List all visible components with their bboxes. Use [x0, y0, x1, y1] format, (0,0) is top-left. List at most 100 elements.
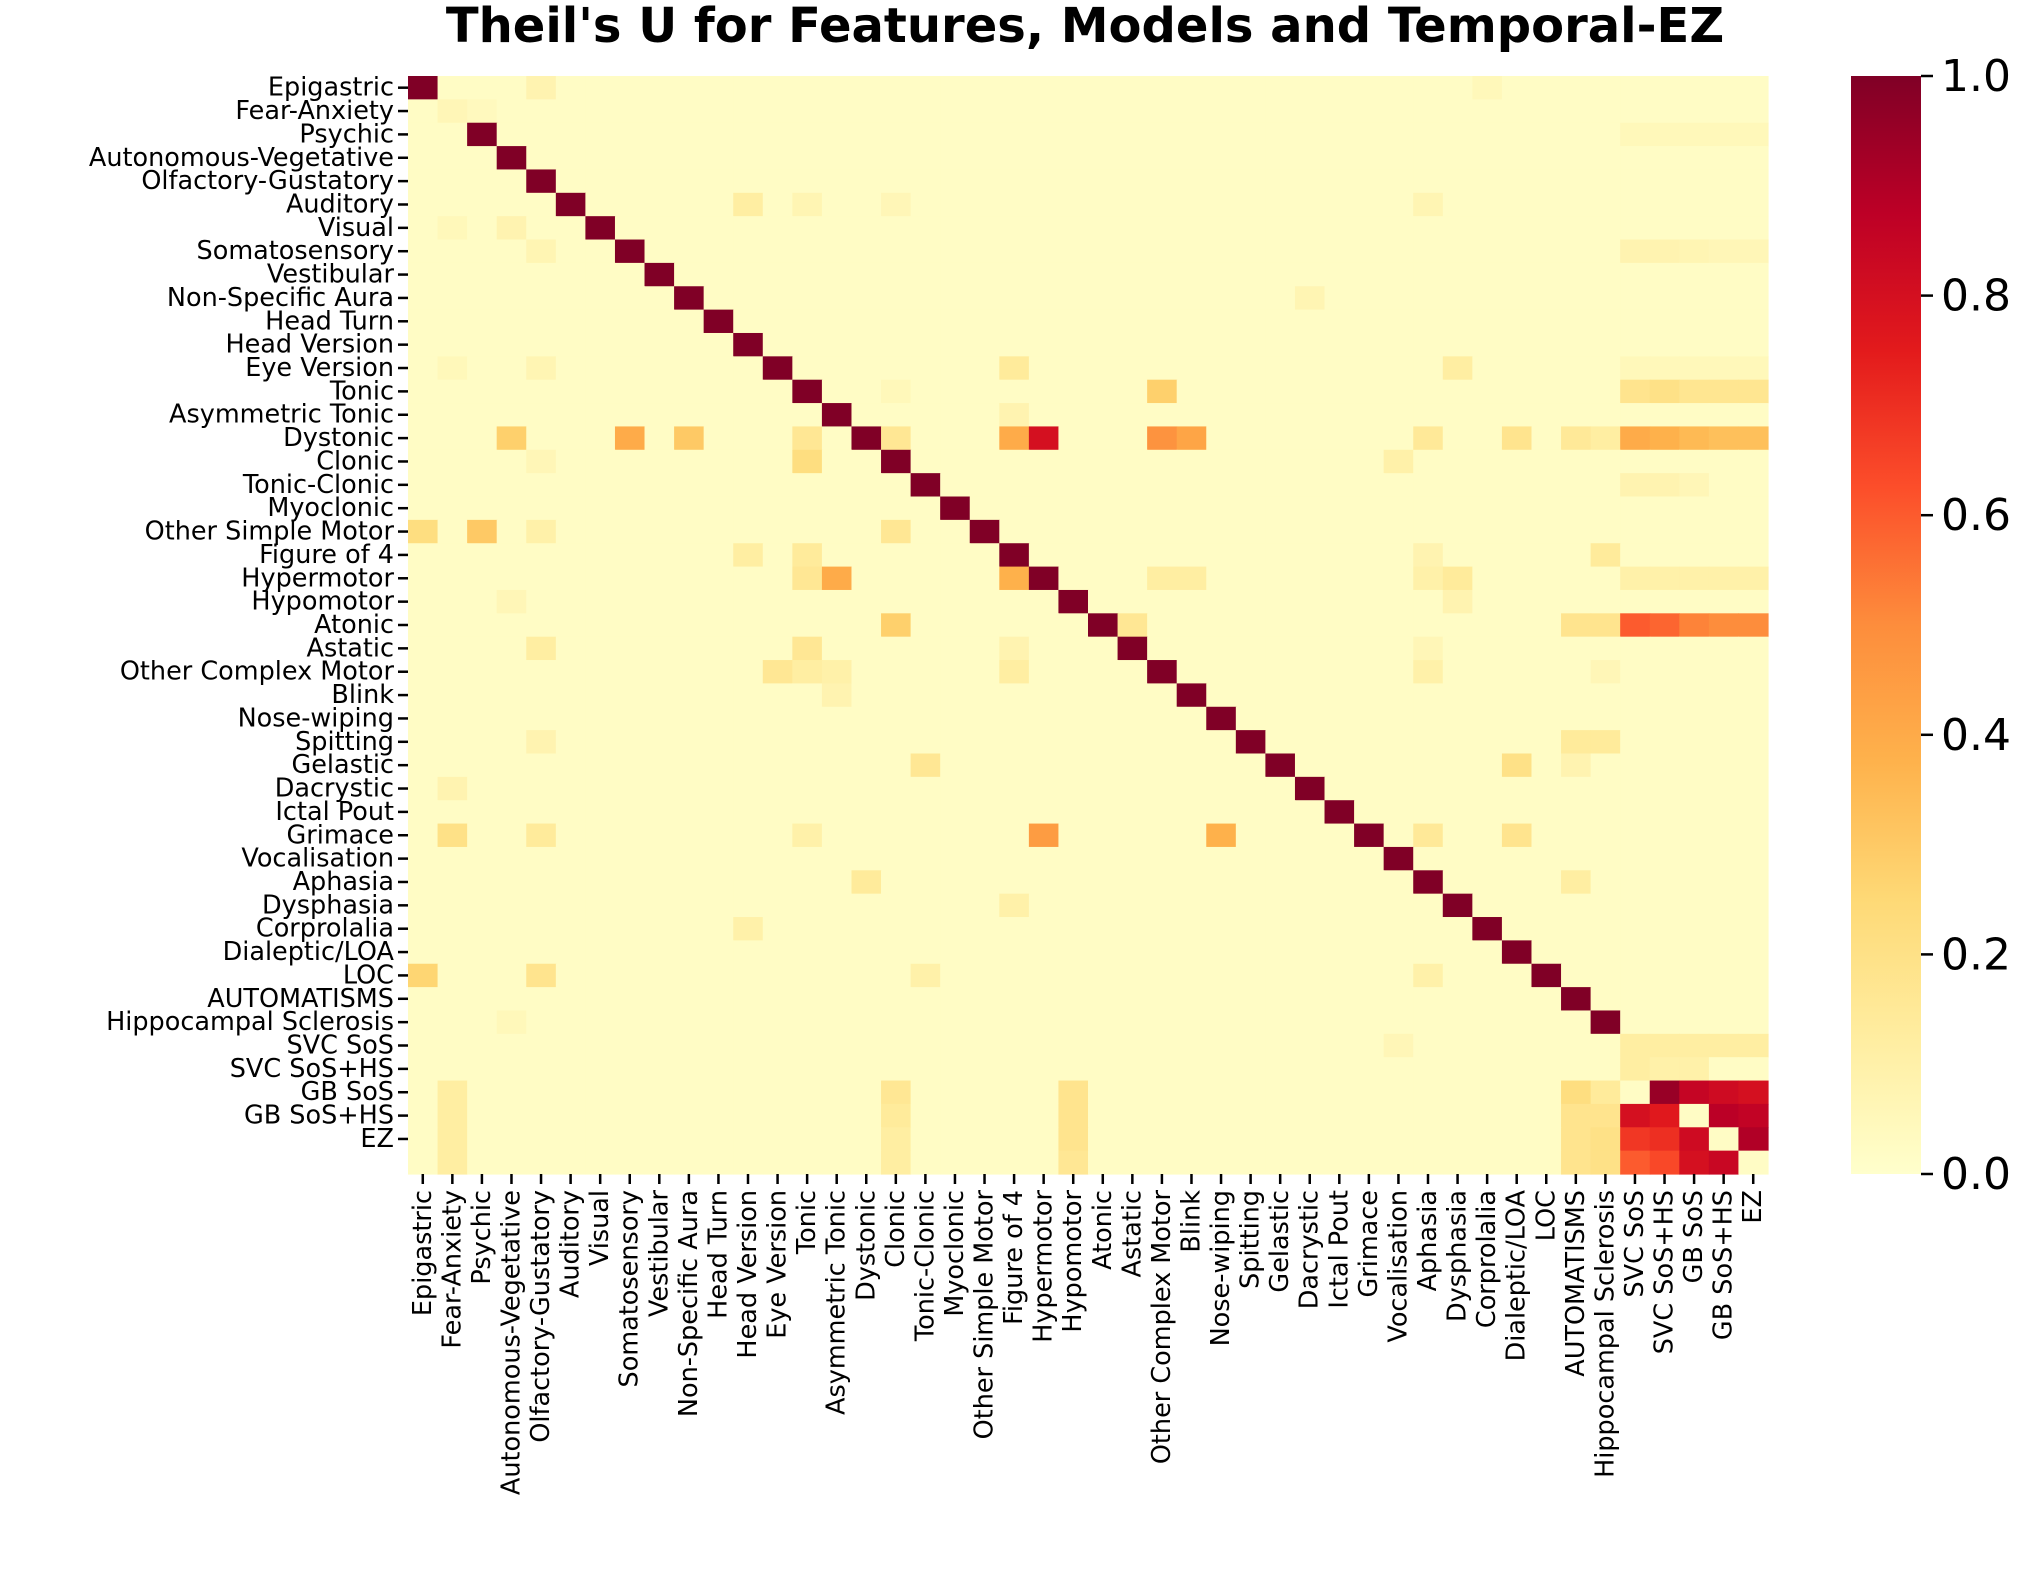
heatmap-cell [1117, 332, 1148, 357]
heatmap-cell [1738, 753, 1769, 778]
heatmap-cell [999, 332, 1030, 357]
heatmap-cell [1265, 753, 1296, 778]
heatmap-cell [762, 286, 793, 311]
heatmap-cell [1206, 1103, 1237, 1128]
heatmap-cell [1649, 496, 1680, 521]
heatmap-cell [408, 753, 439, 778]
heatmap-cell [1383, 332, 1414, 357]
heatmap-cell [1235, 730, 1266, 755]
heatmap-cell [1147, 76, 1178, 100]
heatmap-cell [733, 1033, 764, 1058]
heatmap-cell [1265, 1033, 1296, 1058]
heatmap-cell [1649, 449, 1680, 474]
heatmap-cell [1176, 963, 1207, 988]
heatmap-cell [614, 76, 646, 100]
y-tick-label: GB SoS+HS [244, 1101, 394, 1131]
heatmap-cell [1265, 379, 1296, 404]
heatmap-cell [999, 473, 1030, 498]
heatmap-cell [1561, 636, 1592, 661]
heatmap-cell [526, 262, 557, 287]
heatmap-cell [555, 169, 586, 194]
heatmap-cell [496, 262, 527, 287]
heatmap-cell [1442, 917, 1473, 941]
heatmap-cell [1117, 309, 1148, 334]
heatmap-cell [999, 846, 1030, 871]
heatmap-cell [1028, 309, 1060, 334]
heatmap-cell [1324, 356, 1355, 381]
heatmap-cell [821, 683, 853, 708]
heatmap-cell [1294, 1033, 1326, 1058]
heatmap-cell [614, 613, 646, 638]
heatmap-cell [1324, 613, 1355, 638]
heatmap-cell [1088, 426, 1119, 451]
heatmap-cell [1531, 870, 1562, 895]
heatmap-cell [910, 1057, 941, 1082]
heatmap-cell [1235, 543, 1266, 568]
heatmap-cell [1265, 893, 1296, 918]
heatmap-cell [1590, 870, 1621, 895]
heatmap-cell [1383, 1080, 1414, 1105]
heatmap-cell [1117, 239, 1148, 264]
heatmap-cell [1147, 613, 1178, 638]
heatmap-cell [467, 309, 498, 334]
heatmap-cell [703, 683, 734, 708]
heatmap-cell [1206, 262, 1237, 287]
heatmap-cell [1413, 332, 1444, 357]
heatmap-cell [1354, 449, 1385, 474]
heatmap-cell [733, 379, 764, 404]
heatmap-cell [940, 356, 971, 381]
heatmap-cell [1354, 917, 1385, 941]
heatmap-cell [467, 987, 498, 1012]
heatmap-cell [1472, 613, 1503, 638]
heatmap-cell [1294, 917, 1326, 941]
heatmap-cell [762, 356, 793, 381]
heatmap-cell [851, 332, 882, 357]
heatmap-cell [969, 963, 1000, 988]
heatmap-cell [585, 917, 616, 941]
heatmap-cell [437, 683, 468, 708]
heatmap-cell [1738, 169, 1769, 194]
heatmap-cell [1738, 519, 1769, 544]
heatmap-cell [437, 473, 468, 498]
heatmap-cell [1620, 309, 1651, 334]
heatmap-cell [1354, 1033, 1385, 1058]
heatmap-cell [1679, 846, 1710, 871]
heatmap-cell [851, 216, 882, 241]
heatmap-cell [1206, 963, 1237, 988]
heatmap-cell [1383, 1057, 1414, 1082]
heatmap-cell [1324, 1103, 1355, 1128]
heatmap-cell [585, 239, 616, 264]
heatmap-cell [555, 192, 586, 217]
heatmap-cell [1590, 706, 1621, 731]
heatmap-cell [999, 76, 1030, 100]
heatmap-cell [1058, 1103, 1089, 1128]
heatmap-cell [969, 823, 1000, 848]
heatmap-cell [1590, 987, 1621, 1012]
heatmap-cell [674, 543, 705, 568]
heatmap-cell [762, 239, 793, 264]
heatmap-cell [1147, 987, 1178, 1012]
heatmap-cell [1442, 753, 1473, 778]
heatmap-cell [1501, 893, 1533, 918]
heatmap-cell [703, 286, 734, 311]
heatmap-cell [555, 987, 586, 1012]
heatmap-cell [1206, 566, 1237, 591]
heatmap-cell [1413, 776, 1444, 801]
heatmap-cell [969, 613, 1000, 638]
heatmap-cell [969, 426, 1000, 451]
heatmap-cell [881, 239, 912, 264]
heatmap-cell [1235, 706, 1266, 731]
heatmap-cell [1324, 239, 1355, 264]
y-tick-label: Vestibular [267, 260, 395, 290]
heatmap-cell [1472, 753, 1503, 778]
heatmap-cell [1058, 660, 1089, 684]
heatmap-cell [703, 636, 734, 661]
x-tick-label: Dialeptic/LOA [1502, 1189, 1532, 1361]
heatmap-cell [1235, 589, 1266, 614]
heatmap-cell [1147, 309, 1178, 334]
heatmap-cell [792, 870, 823, 895]
heatmap-cell [408, 99, 439, 124]
heatmap-cell [1147, 1080, 1178, 1105]
heatmap-cell [1028, 286, 1060, 311]
heatmap-cell [1472, 636, 1503, 661]
